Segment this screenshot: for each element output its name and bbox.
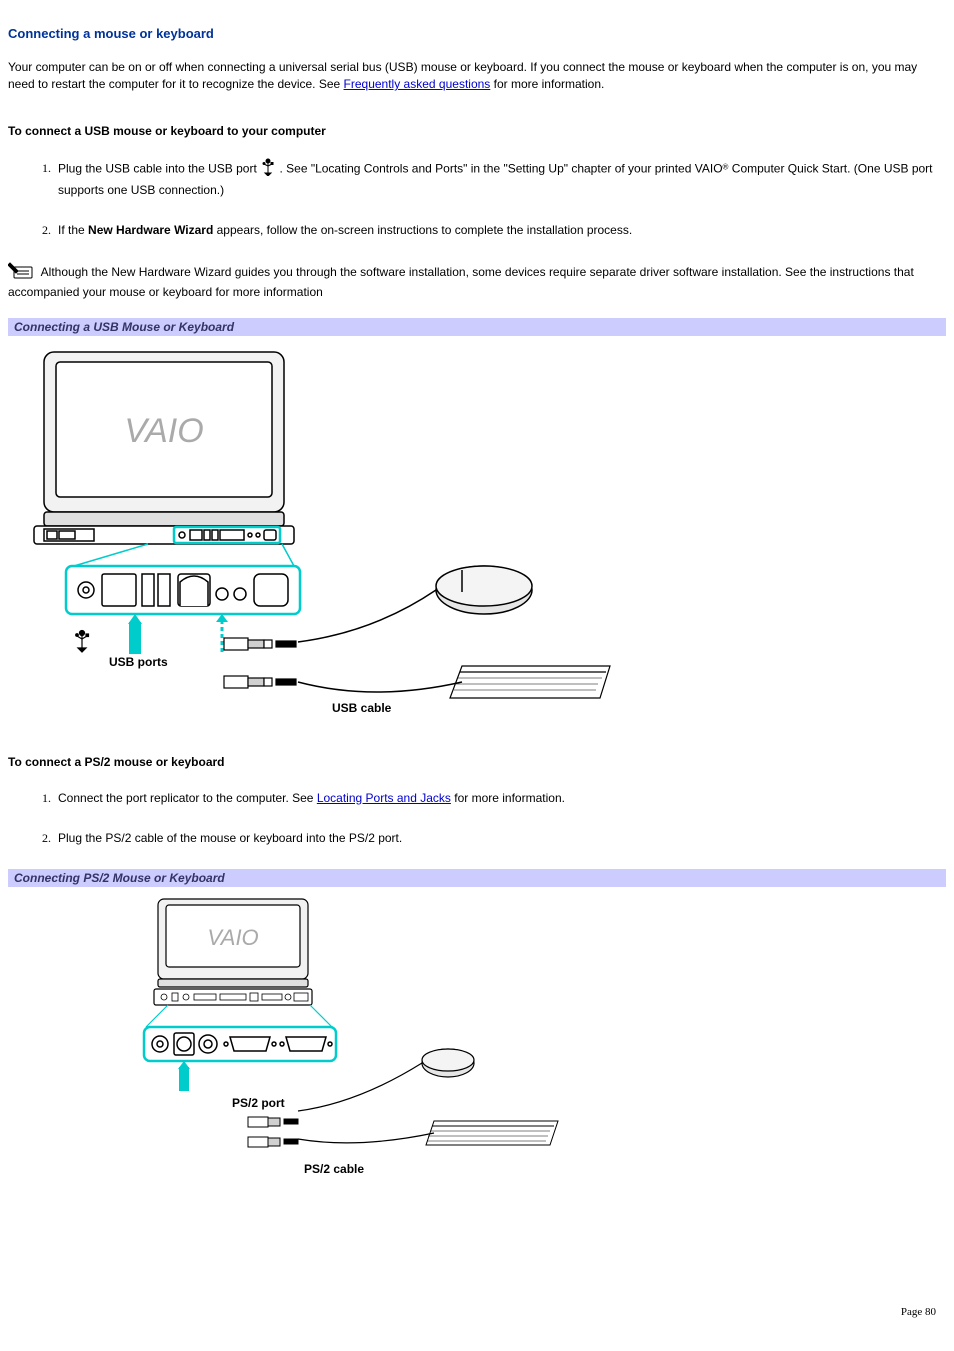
figure-usb-svg: VAIO (14, 342, 614, 722)
figure-usb: Connecting a USB Mouse or Keyboard VAIO (8, 318, 946, 725)
usb-step2-text-a: If the (58, 223, 88, 237)
ps2-step-2: Plug the PS/2 cable of the mouse or keyb… (54, 829, 946, 847)
ps2-port-label: PS/2 port (232, 1096, 285, 1110)
ps2-step1-text-a: Connect the port replicator to the compu… (58, 791, 317, 805)
figure-ps2: Connecting PS/2 Mouse or Keyboard VAIO (8, 869, 946, 1186)
page-title: Connecting a mouse or keyboard (8, 26, 946, 41)
figure-ps2-svg: VAIO (138, 893, 578, 1183)
ps2-steps-list: Connect the port replicator to the compu… (8, 789, 946, 847)
figure-ps2-caption: Connecting PS/2 Mouse or Keyboard (8, 869, 946, 887)
vaio-logo-small: VAIO (207, 925, 258, 950)
usb-cable-label: USB cable (332, 701, 392, 715)
usb-step-1: Plug the USB cable into the USB port . S… (54, 158, 946, 199)
new-hardware-wizard-label: New Hardware Wizard (88, 223, 213, 237)
page-number: Page 80 (8, 1306, 946, 1318)
ps2-step1-text-b: for more information. (451, 791, 565, 805)
vaio-logo: VAIO (124, 412, 203, 450)
usb-step-2: If the New Hardware Wizard appears, foll… (54, 221, 946, 239)
usb-step2-text-b: appears, follow the on-screen instructio… (213, 223, 632, 237)
note-text: Although the New Hardware Wizard guides … (8, 265, 914, 300)
ps2-subheading: To connect a PS/2 mouse or keyboard (8, 755, 946, 769)
usb-ports-label: USB ports (109, 655, 168, 669)
ps2-step-1: Connect the port replicator to the compu… (54, 789, 946, 807)
usb-step1-text-b: . See "Locating Controls and Ports" in t… (279, 161, 722, 175)
note-pencil-icon (8, 261, 34, 284)
usb-subheading: To connect a USB mouse or keyboard to yo… (8, 124, 946, 138)
usb-step1-text-a: Plug the USB cable into the USB port (58, 161, 260, 175)
ps2-cable-label: PS/2 cable (304, 1162, 364, 1176)
faq-link[interactable]: Frequently asked questions (344, 77, 491, 91)
intro-paragraph: Your computer can be on or off when conn… (8, 59, 946, 94)
intro-text-post: for more information. (490, 77, 604, 91)
usb-steps-list: Plug the USB cable into the USB port . S… (8, 158, 946, 239)
note-paragraph: Although the New Hardware Wizard guides … (8, 261, 946, 302)
locating-ports-link[interactable]: Locating Ports and Jacks (317, 791, 451, 805)
usb-trident-icon (260, 158, 276, 181)
figure-usb-caption: Connecting a USB Mouse or Keyboard (8, 318, 946, 336)
